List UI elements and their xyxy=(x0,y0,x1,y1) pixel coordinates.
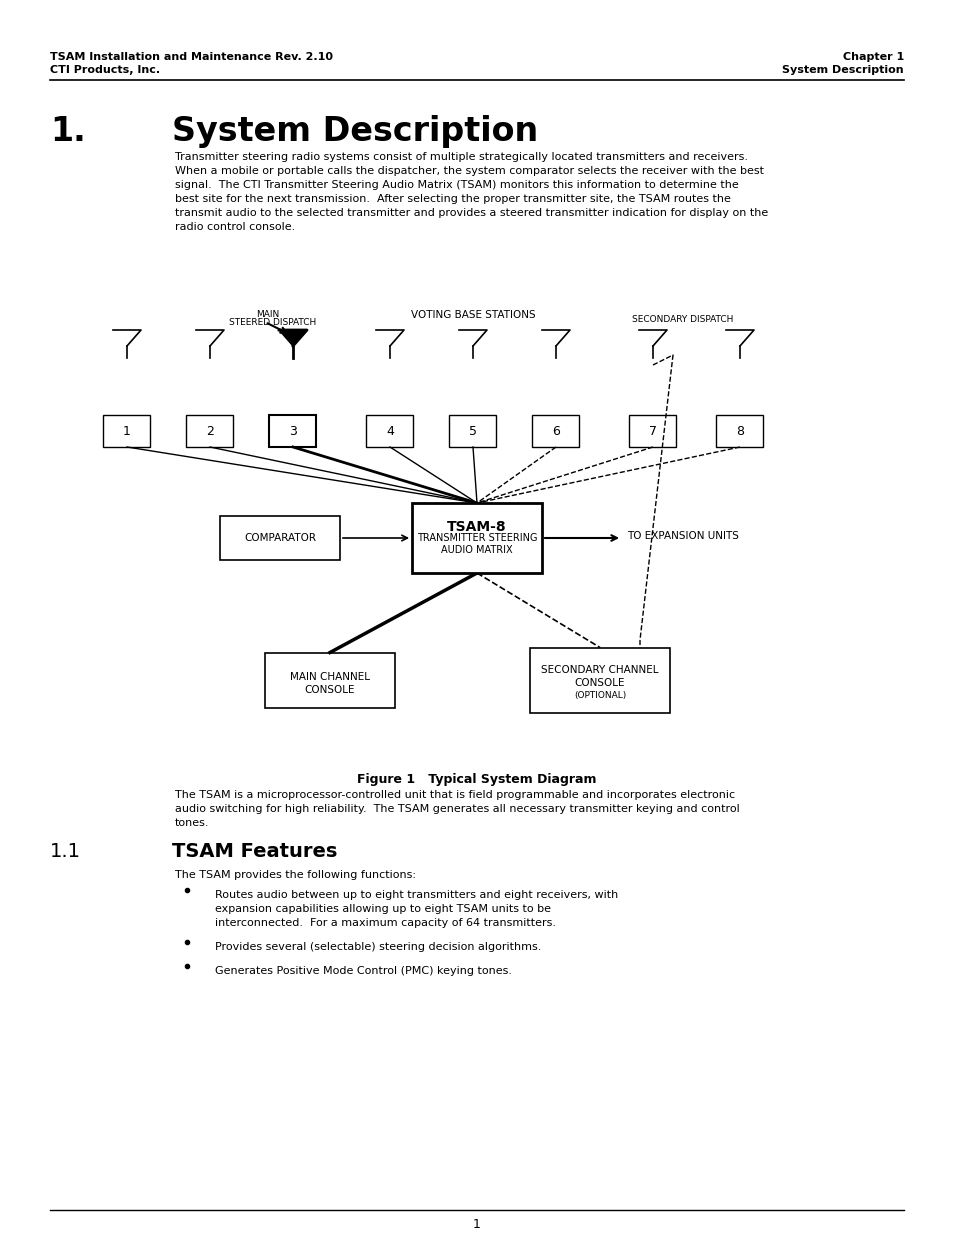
Text: interconnected.  For a maximum capacity of 64 transmitters.: interconnected. For a maximum capacity o… xyxy=(214,918,556,927)
Text: 5: 5 xyxy=(469,425,476,437)
Text: 3: 3 xyxy=(289,425,296,437)
Text: 4: 4 xyxy=(386,425,394,437)
Text: expansion capabilities allowing up to eight TSAM units to be: expansion capabilities allowing up to ei… xyxy=(214,904,551,914)
Text: SECONDARY CHANNEL: SECONDARY CHANNEL xyxy=(540,664,659,676)
Text: System Description: System Description xyxy=(172,115,537,148)
Text: CTI Products, Inc.: CTI Products, Inc. xyxy=(50,65,160,75)
Text: best site for the next transmission.  After selecting the proper transmitter sit: best site for the next transmission. Aft… xyxy=(174,194,730,204)
Text: SECONDARY DISPATCH: SECONDARY DISPATCH xyxy=(632,315,733,324)
Text: (OPTIONAL): (OPTIONAL) xyxy=(574,692,625,700)
Text: 2: 2 xyxy=(206,425,213,437)
Text: 6: 6 xyxy=(552,425,559,437)
Text: 7: 7 xyxy=(648,425,657,437)
Bar xyxy=(530,647,669,713)
Bar xyxy=(449,415,496,447)
Bar xyxy=(366,415,413,447)
Text: Chapter 1: Chapter 1 xyxy=(841,52,903,62)
Text: 1.1: 1.1 xyxy=(50,842,81,861)
Text: Generates Positive Mode Control (PMC) keying tones.: Generates Positive Mode Control (PMC) ke… xyxy=(214,966,512,976)
Bar xyxy=(532,415,578,447)
Text: MAIN: MAIN xyxy=(256,310,279,319)
Text: Figure 1   Typical System Diagram: Figure 1 Typical System Diagram xyxy=(356,773,597,785)
Text: 1: 1 xyxy=(473,1218,480,1231)
Text: COMPARATOR: COMPARATOR xyxy=(244,534,315,543)
Text: tones.: tones. xyxy=(174,818,210,827)
Text: audio switching for high reliability.  The TSAM generates all necessary transmit: audio switching for high reliability. Th… xyxy=(174,804,739,814)
Text: signal.  The CTI Transmitter Steering Audio Matrix (TSAM) monitors this informat: signal. The CTI Transmitter Steering Aud… xyxy=(174,180,738,190)
Text: TRANSMITTER STEERING: TRANSMITTER STEERING xyxy=(416,534,537,543)
Text: The TSAM is a microprocessor-controlled unit that is field programmable and inco: The TSAM is a microprocessor-controlled … xyxy=(174,790,735,800)
Text: Transmitter steering radio systems consist of multiple strategically located tra: Transmitter steering radio systems consi… xyxy=(174,152,747,162)
Bar xyxy=(629,415,676,447)
Text: CONSOLE: CONSOLE xyxy=(574,678,624,688)
Text: AUDIO MATRIX: AUDIO MATRIX xyxy=(440,545,513,555)
Text: transmit audio to the selected transmitter and provides a steered transmitter in: transmit audio to the selected transmitt… xyxy=(174,207,767,219)
Text: The TSAM provides the following functions:: The TSAM provides the following function… xyxy=(174,869,416,881)
Text: 8: 8 xyxy=(735,425,743,437)
Text: Routes audio between up to eight transmitters and eight receivers, with: Routes audio between up to eight transmi… xyxy=(214,890,618,900)
Text: radio control console.: radio control console. xyxy=(174,222,294,232)
Text: TSAM Features: TSAM Features xyxy=(172,842,337,861)
Text: TO EXPANSION UNITS: TO EXPANSION UNITS xyxy=(626,531,739,541)
Bar xyxy=(269,415,316,447)
Text: STEERED DISPATCH: STEERED DISPATCH xyxy=(229,317,316,327)
Bar xyxy=(716,415,762,447)
Text: TSAM-8: TSAM-8 xyxy=(447,520,506,534)
Text: MAIN CHANNEL: MAIN CHANNEL xyxy=(290,672,370,682)
Text: When a mobile or portable calls the dispatcher, the system comparator selects th: When a mobile or portable calls the disp… xyxy=(174,165,763,177)
Text: 1: 1 xyxy=(123,425,131,437)
Text: TSAM Installation and Maintenance Rev. 2.10: TSAM Installation and Maintenance Rev. 2… xyxy=(50,52,333,62)
Text: CONSOLE: CONSOLE xyxy=(304,685,355,695)
Text: 1.: 1. xyxy=(50,115,86,148)
Text: Provides several (selectable) steering decision algorithms.: Provides several (selectable) steering d… xyxy=(214,942,540,952)
Polygon shape xyxy=(278,330,307,346)
Text: VOTING BASE STATIONS: VOTING BASE STATIONS xyxy=(410,310,535,320)
Text: System Description: System Description xyxy=(781,65,903,75)
Bar xyxy=(186,415,233,447)
Bar xyxy=(220,516,339,559)
Bar xyxy=(103,415,151,447)
Bar xyxy=(265,652,395,708)
Bar xyxy=(412,503,541,573)
